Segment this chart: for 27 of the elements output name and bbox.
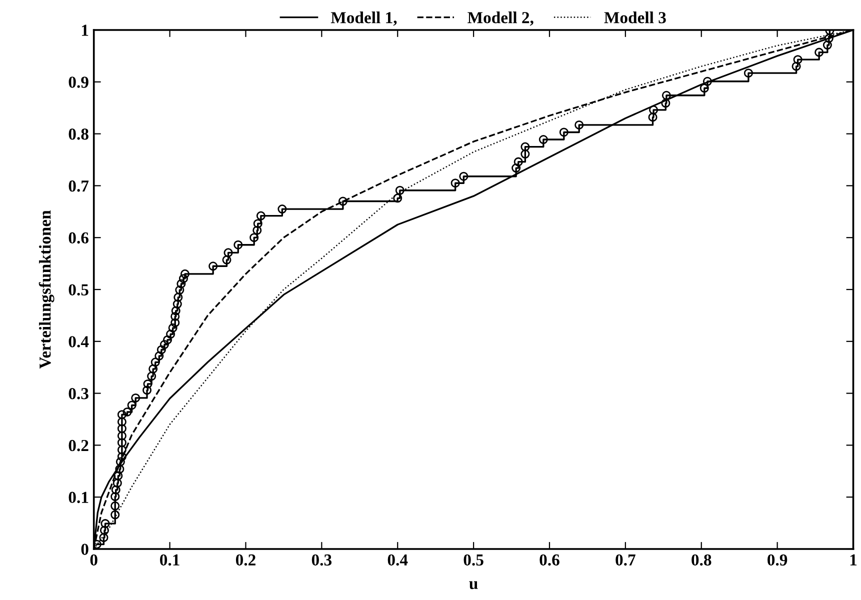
- y-tick-label: 0.6: [68, 232, 88, 244]
- x-tick-label: 0.3: [312, 554, 332, 566]
- x-tick-label: 0.6: [540, 554, 560, 566]
- x-tick-label: 0.8: [692, 554, 712, 566]
- x-tick-label: 0.5: [464, 554, 484, 566]
- y-tick-label: 0: [81, 544, 88, 555]
- y-tick-label: 0.3: [68, 388, 88, 400]
- y-tick-label: 0.4: [68, 336, 89, 348]
- y-tick-label: 0.7: [68, 180, 89, 192]
- y-tick-label: 0.9: [68, 76, 88, 88]
- x-tick-label: 0: [90, 554, 98, 566]
- x-tick-label: 0.7: [616, 554, 636, 566]
- y-tick-label: 1: [82, 24, 88, 36]
- x-tick-label: 0.2: [236, 554, 256, 566]
- y-tick-label: 0.5: [68, 284, 88, 296]
- y-tick-label: 0.8: [68, 128, 88, 140]
- x-tick-label: 0.4: [388, 554, 408, 566]
- legend-label: Modell 1,: [330, 12, 397, 26]
- y-tick-label: 0.2: [68, 440, 88, 452]
- legend-label: Modell 2,: [468, 12, 534, 26]
- x-tick-label: 1: [850, 554, 857, 566]
- legend-label: Modell 3: [604, 12, 666, 24]
- x-tick-label: 0.9: [768, 554, 788, 566]
- x-tick-label: 0.1: [160, 554, 180, 566]
- y-axis-title: Verteilungsfunktionen: [38, 210, 54, 369]
- x-axis-title: u: [469, 581, 478, 590]
- y-tick-label: 0.1: [68, 492, 88, 504]
